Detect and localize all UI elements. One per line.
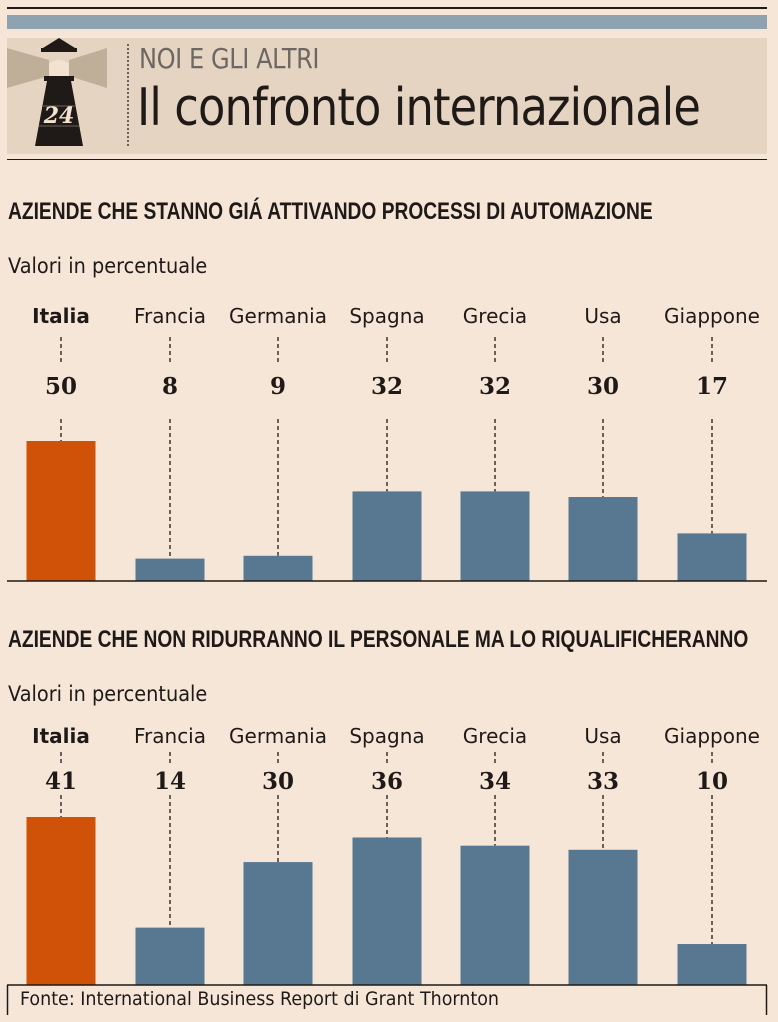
- bar-germania: [243, 862, 313, 985]
- category-label: Giappone: [664, 304, 760, 328]
- category-label: Grecia: [463, 724, 527, 748]
- category-label: Giappone: [664, 724, 760, 748]
- value-label: 10: [696, 768, 728, 795]
- value-label: 30: [587, 373, 619, 400]
- bar-usa: [568, 849, 638, 985]
- bar-grecia: [460, 845, 530, 985]
- value-label: 9: [270, 373, 286, 400]
- chart-2-subtitle: Valori in percentuale: [8, 682, 208, 706]
- lighthouse-lamp: [49, 60, 69, 76]
- bar-germania: [243, 555, 313, 581]
- category-label: Usa: [584, 304, 621, 328]
- header-kicker: NOI E GLI ALTRI: [139, 42, 320, 75]
- header-underline: [7, 159, 767, 160]
- bar-italia: [26, 441, 96, 581]
- category-label: Usa: [584, 724, 621, 748]
- value-label: 8: [162, 373, 178, 400]
- bar-francia: [135, 927, 205, 985]
- header: 24 NOI E GLI ALTRI Il confronto internaz…: [7, 38, 767, 154]
- value-label: 34: [479, 768, 511, 795]
- value-label: 17: [696, 373, 728, 400]
- bar-italia: [26, 817, 96, 985]
- category-label: Germania: [229, 724, 327, 748]
- bar-spagna: [352, 491, 422, 581]
- bar-spagna: [352, 837, 422, 985]
- chart-2: Italia 41 Francia 14 Germania 30 Spagna 36 Greci…: [6, 724, 768, 1015]
- value-label: 33: [587, 768, 619, 795]
- value-label: 32: [371, 373, 403, 400]
- top-rule: [7, 7, 767, 9]
- bar-giappone: [677, 944, 747, 985]
- header-divider: [127, 44, 129, 146]
- value-label: 32: [479, 373, 511, 400]
- value-label: 14: [154, 768, 186, 795]
- category-label: Italia: [32, 724, 90, 748]
- chart-1: Italia 50 Francia 8 Germania 9 Spagna 32 Grecia 3…: [7, 304, 767, 582]
- category-label: Spagna: [349, 304, 424, 328]
- value-label: 30: [262, 768, 294, 795]
- value-label: 36: [371, 768, 403, 795]
- logo-text: 24: [43, 103, 75, 129]
- lighthouse-roof: [43, 38, 75, 48]
- bar-usa: [568, 497, 638, 581]
- category-label: Italia: [32, 304, 90, 328]
- value-label: 50: [45, 373, 77, 400]
- bar-grecia: [460, 491, 530, 581]
- source-note: Fonte: International Business Report di …: [20, 988, 500, 1010]
- light-beam-left: [7, 48, 49, 88]
- bar-francia: [135, 558, 205, 581]
- category-label: Francia: [134, 724, 206, 748]
- light-beam-right: [69, 48, 107, 88]
- category-label: Francia: [134, 304, 206, 328]
- page-title: Il confronto internazionale: [137, 78, 701, 138]
- category-label: Germania: [229, 304, 327, 328]
- bar-giappone: [677, 533, 747, 581]
- category-label: Grecia: [463, 304, 527, 328]
- category-label: Spagna: [349, 724, 424, 748]
- chart-1-subtitle: Valori in percentuale: [8, 254, 208, 278]
- chart-2-title: AZIENDE CHE NON RIDURRANNO IL PERSONALE …: [8, 626, 749, 653]
- lighthouse-tower: [35, 81, 83, 146]
- lighthouse-logo-icon: 24: [7, 38, 107, 146]
- value-label: 41: [45, 768, 77, 795]
- chart-1-title: AZIENDE CHE STANNO GIÁ ATTIVANDO PROCESS…: [8, 198, 653, 225]
- header-band: [7, 15, 767, 29]
